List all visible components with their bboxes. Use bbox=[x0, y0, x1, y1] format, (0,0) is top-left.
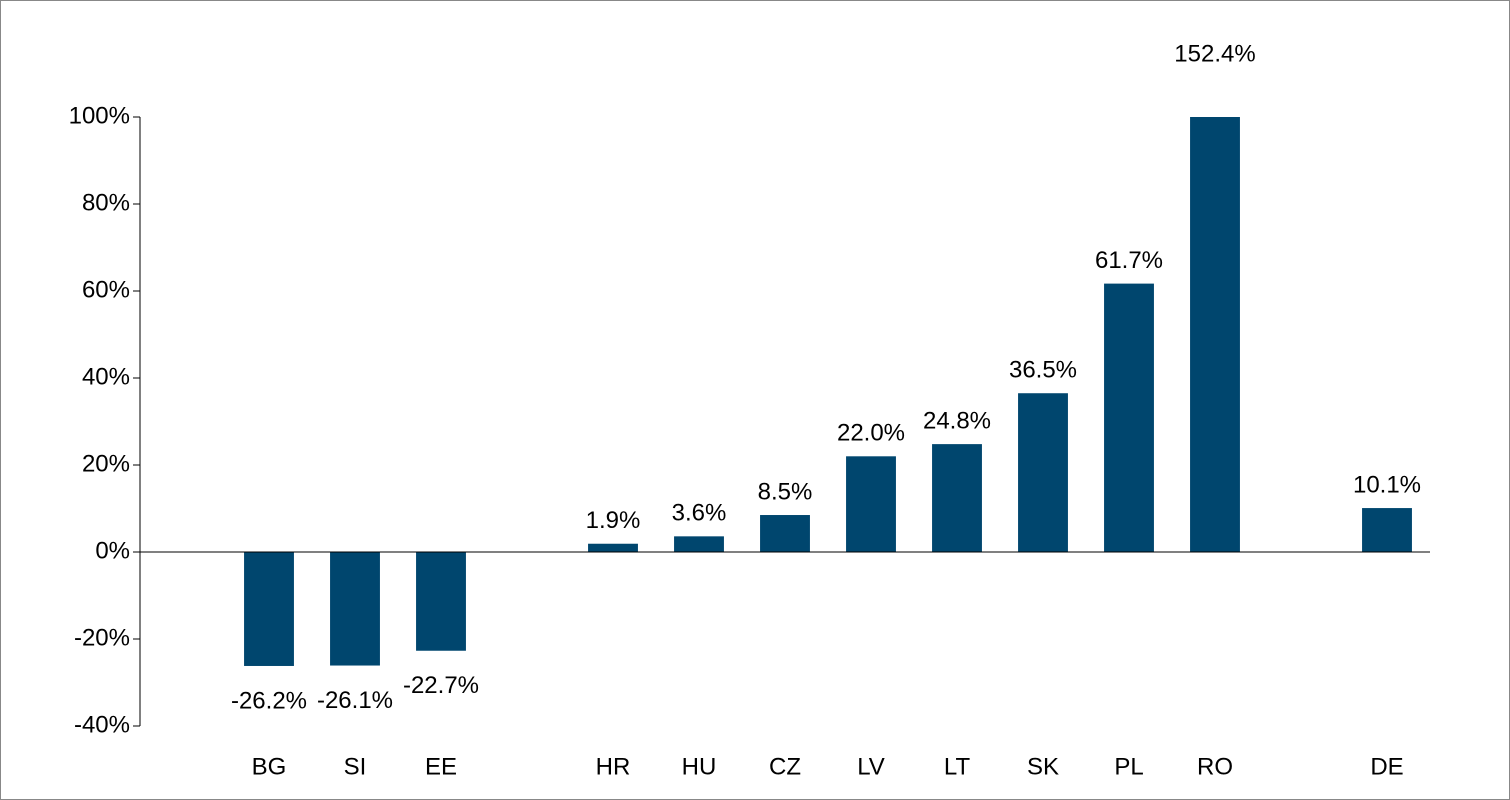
bar bbox=[588, 543, 638, 552]
bar bbox=[416, 552, 466, 651]
value-label: 10.1% bbox=[1353, 471, 1421, 498]
value-label: 61.7% bbox=[1095, 247, 1163, 274]
x-tick-label: RO bbox=[1197, 753, 1233, 780]
y-tick-label: 40% bbox=[82, 363, 130, 390]
x-tick-label: CZ bbox=[769, 753, 801, 780]
x-tick-label: BG bbox=[252, 753, 287, 780]
value-label: -22.7% bbox=[403, 672, 479, 699]
bar bbox=[330, 552, 380, 666]
value-label: 152.4% bbox=[1174, 40, 1255, 67]
x-tick-label: DE bbox=[1370, 753, 1403, 780]
bar bbox=[846, 456, 896, 552]
x-tick-label: SI bbox=[344, 753, 367, 780]
bar bbox=[674, 536, 724, 552]
bar bbox=[1018, 393, 1068, 552]
y-tick-label: -20% bbox=[74, 624, 130, 651]
value-label: 8.5% bbox=[758, 478, 813, 505]
value-label: 36.5% bbox=[1009, 357, 1077, 384]
bar bbox=[1104, 283, 1154, 552]
y-tick-label: 20% bbox=[82, 450, 130, 477]
bar bbox=[1362, 508, 1412, 552]
value-label: -26.2% bbox=[231, 687, 307, 714]
y-tick-label: -40% bbox=[74, 711, 130, 738]
x-tick-label: LT bbox=[944, 753, 971, 780]
bar bbox=[1190, 117, 1240, 552]
x-tick-label: EE bbox=[425, 753, 457, 780]
bar bbox=[244, 552, 294, 666]
y-tick-label: 80% bbox=[82, 189, 130, 216]
value-label: 24.8% bbox=[923, 407, 991, 434]
y-tick-label: 100% bbox=[69, 102, 130, 129]
x-tick-label: HU bbox=[682, 753, 717, 780]
bars bbox=[244, 117, 1412, 666]
x-tick-label: SK bbox=[1027, 753, 1059, 780]
value-label: 3.6% bbox=[672, 500, 727, 527]
x-tick-label: PL bbox=[1114, 753, 1143, 780]
value-label: 1.9% bbox=[586, 507, 641, 534]
bar bbox=[932, 444, 982, 552]
value-label: 22.0% bbox=[837, 420, 905, 447]
value-label: -26.1% bbox=[317, 687, 393, 714]
y-tick-label: 0% bbox=[95, 537, 130, 564]
bar bbox=[760, 515, 810, 552]
y-tick-label: 60% bbox=[82, 276, 130, 303]
x-tick-label: LV bbox=[857, 753, 885, 780]
x-tick-label: HR bbox=[596, 753, 631, 780]
